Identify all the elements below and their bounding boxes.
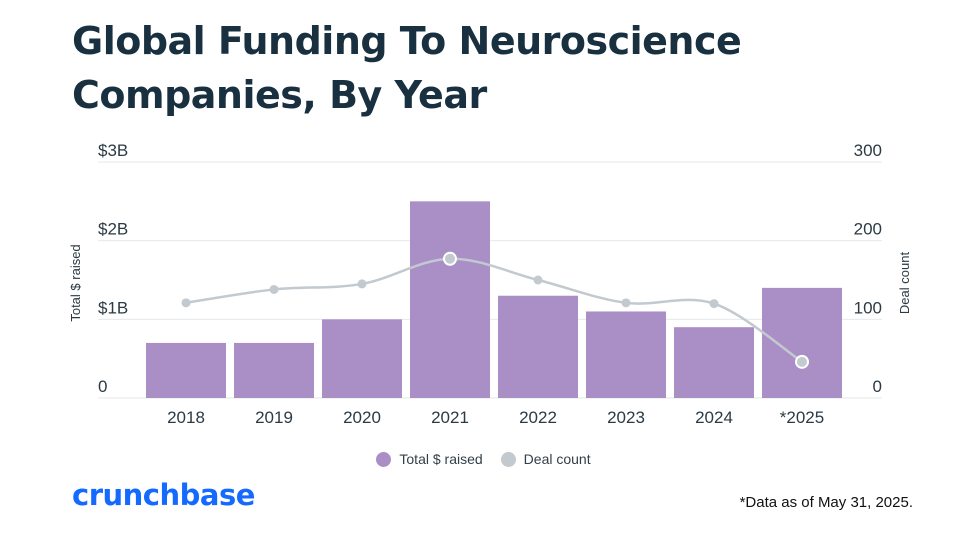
funding-bar [674,327,754,398]
data-footnote: *Data as of May 31, 2025. [739,494,913,511]
funding-bar [146,342,226,398]
funding-swatch-icon [376,451,392,467]
funding-bar [586,311,666,398]
deal-count-point [709,299,719,309]
left-axis-title: Total $ raised [68,244,83,321]
category-label: 2018 [167,408,205,427]
category-label: *2025 [780,408,824,427]
deal-count-point [621,298,631,308]
funding-bar [410,201,490,398]
deal-count-point [795,354,809,369]
deal-count-point [181,298,191,308]
funding-bar [498,295,578,398]
legend-item-funding[interactable]: Total $ raised [376,451,483,467]
legend-item-deals[interactable]: Deal count [500,451,591,467]
crunchbase-logo: crunchbase [72,478,255,512]
left-tick-label: $2B [98,220,128,239]
legend-deals-label: Deal count [523,451,591,467]
left-tick-label: $1B [98,298,128,317]
deal-count-point [269,284,279,294]
deal-count-point [357,279,367,289]
right-tick-label: 300 [854,141,882,160]
right-tick-label: 0 [873,377,882,396]
deal-count-line [181,251,809,369]
chart-legend: Total $ raised Deal count [0,451,967,467]
funding-bar [762,287,842,398]
left-tick-label: 0 [98,377,107,396]
category-label: 2019 [255,408,293,427]
chart-title: Global Funding To Neuroscience Companies… [72,19,742,117]
deal-count-point [533,275,543,285]
deals-swatch-icon [500,451,516,467]
right-tick-label: 100 [854,298,882,317]
deal-count-point [443,251,457,266]
funding-bar [234,342,314,398]
funding-bars [146,201,842,398]
right-tick-label: 200 [854,220,882,239]
legend-funding-label: Total $ raised [399,451,483,467]
category-label: 2024 [695,408,733,427]
axis-ticks: 0 $1B $2B $3B 0 100 200 300 Total $ raised Deal c… [68,141,912,427]
category-label: 2020 [343,408,381,427]
category-label: 2021 [431,408,469,427]
category-label: 2023 [607,408,645,427]
category-label: 2022 [519,408,557,427]
funding-bar [322,319,402,398]
left-tick-label: $3B [98,141,128,160]
right-axis-title: Deal count [897,252,912,315]
